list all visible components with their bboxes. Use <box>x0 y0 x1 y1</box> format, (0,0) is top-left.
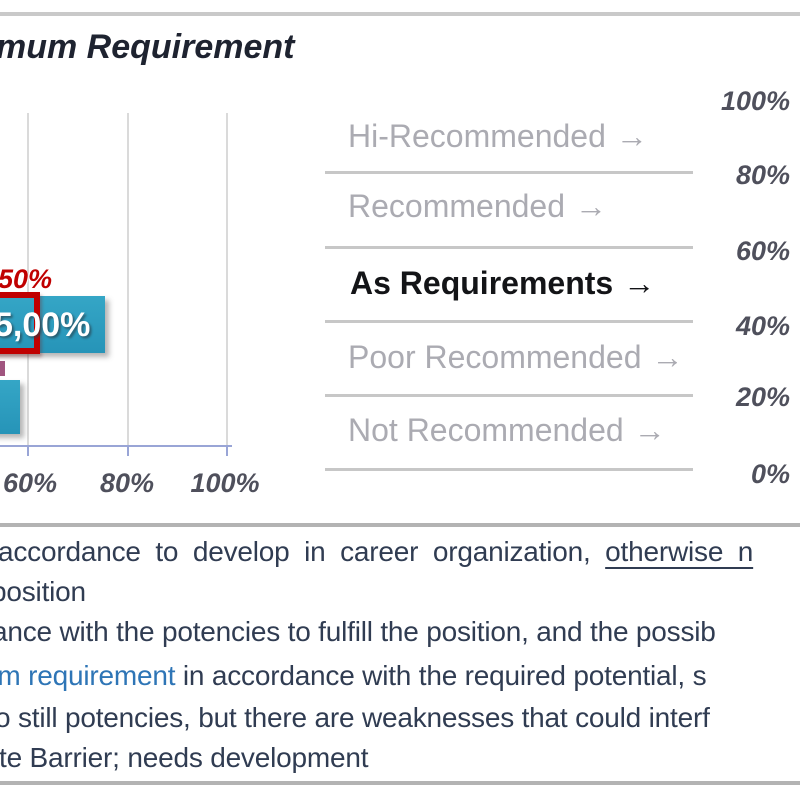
legend-line-1: accordance to develop in career organiza… <box>0 536 753 568</box>
x-axis-tick-100 <box>226 445 228 456</box>
scale-separator <box>325 171 693 174</box>
x-axis-tick-80 <box>127 445 129 456</box>
scale-item-label: Recommended <box>348 188 565 224</box>
legend-line-6: ite Barrier; needs development <box>0 742 369 773</box>
cropped-label-fragment <box>0 361 5 376</box>
bar-secondary <box>0 380 20 434</box>
legend-line-5: o still potencies, but there are weaknes… <box>0 702 710 733</box>
section-divider-line <box>0 523 800 527</box>
right-axis-label-100: 100% <box>720 86 790 116</box>
scale-item-label: Poor Recommended <box>348 339 642 375</box>
right-axis-label-20: 20% <box>735 382 790 412</box>
scale-item-label: Hi-Recommended <box>348 118 606 154</box>
x-axis-label-60: 60% <box>2 468 58 498</box>
legend-line-1-text: accordance to develop in career organiza… <box>0 536 606 567</box>
right-arrow-icon: → <box>651 339 684 375</box>
right-arrow-icon: → <box>623 265 656 301</box>
scale-separator <box>325 320 693 323</box>
right-axis-label-80: 80% <box>735 160 790 190</box>
right-arrow-icon: → <box>615 118 648 154</box>
scale-item-poor-recommended: Poor Recommended → <box>348 339 683 376</box>
top-border-line <box>0 12 800 16</box>
right-arrow-icon: → <box>633 412 666 448</box>
legend-line-2: position <box>0 576 86 607</box>
scale-item-recommended: Recommended → <box>348 188 607 225</box>
scale-item-not-recommended: Not Recommended → <box>348 412 666 449</box>
minimum-requirement-marker-box <box>0 292 40 354</box>
scale-separator <box>325 468 693 471</box>
minimum-requirement-marker-label: 50% <box>0 264 53 294</box>
x-axis-label-80: 80% <box>99 468 155 498</box>
scale-item-label: Not Recommended <box>348 412 624 448</box>
x-axis-tick-60 <box>27 445 29 456</box>
scale-separator <box>325 246 693 249</box>
gridline-100 <box>226 113 228 445</box>
x-axis-line <box>0 445 232 447</box>
bar-value-label: 5,00% <box>0 306 91 344</box>
right-arrow-icon: → <box>575 188 607 224</box>
right-axis-label-60: 60% <box>735 236 790 266</box>
right-axis-label-40: 40% <box>735 311 790 341</box>
legend-line-1-underlined: otherwise n <box>605 536 754 567</box>
bottom-border-line <box>0 781 800 785</box>
gridline-80 <box>127 113 129 445</box>
bar-potential <box>0 296 105 353</box>
gridline-60 <box>27 113 29 445</box>
legend-line-4-highlight: um requirement <box>0 660 176 691</box>
scale-item-as-requirements: As Requirements → <box>350 265 655 302</box>
scale-separator <box>325 394 693 397</box>
chart-title: mum Requirement <box>0 28 295 66</box>
legend-line-3: ance with the potencies to fulfill the p… <box>0 616 716 647</box>
legend-line-4-text: in accordance with the required potentia… <box>175 660 707 691</box>
scale-item-label: As Requirements <box>350 265 614 301</box>
right-axis-label-0: 0% <box>750 459 790 489</box>
x-axis-label-100: 100% <box>190 468 260 498</box>
scale-item-hi-recommended: Hi-Recommended → <box>348 118 648 155</box>
legend-line-4: um requirement in accordance with the re… <box>0 660 707 692</box>
